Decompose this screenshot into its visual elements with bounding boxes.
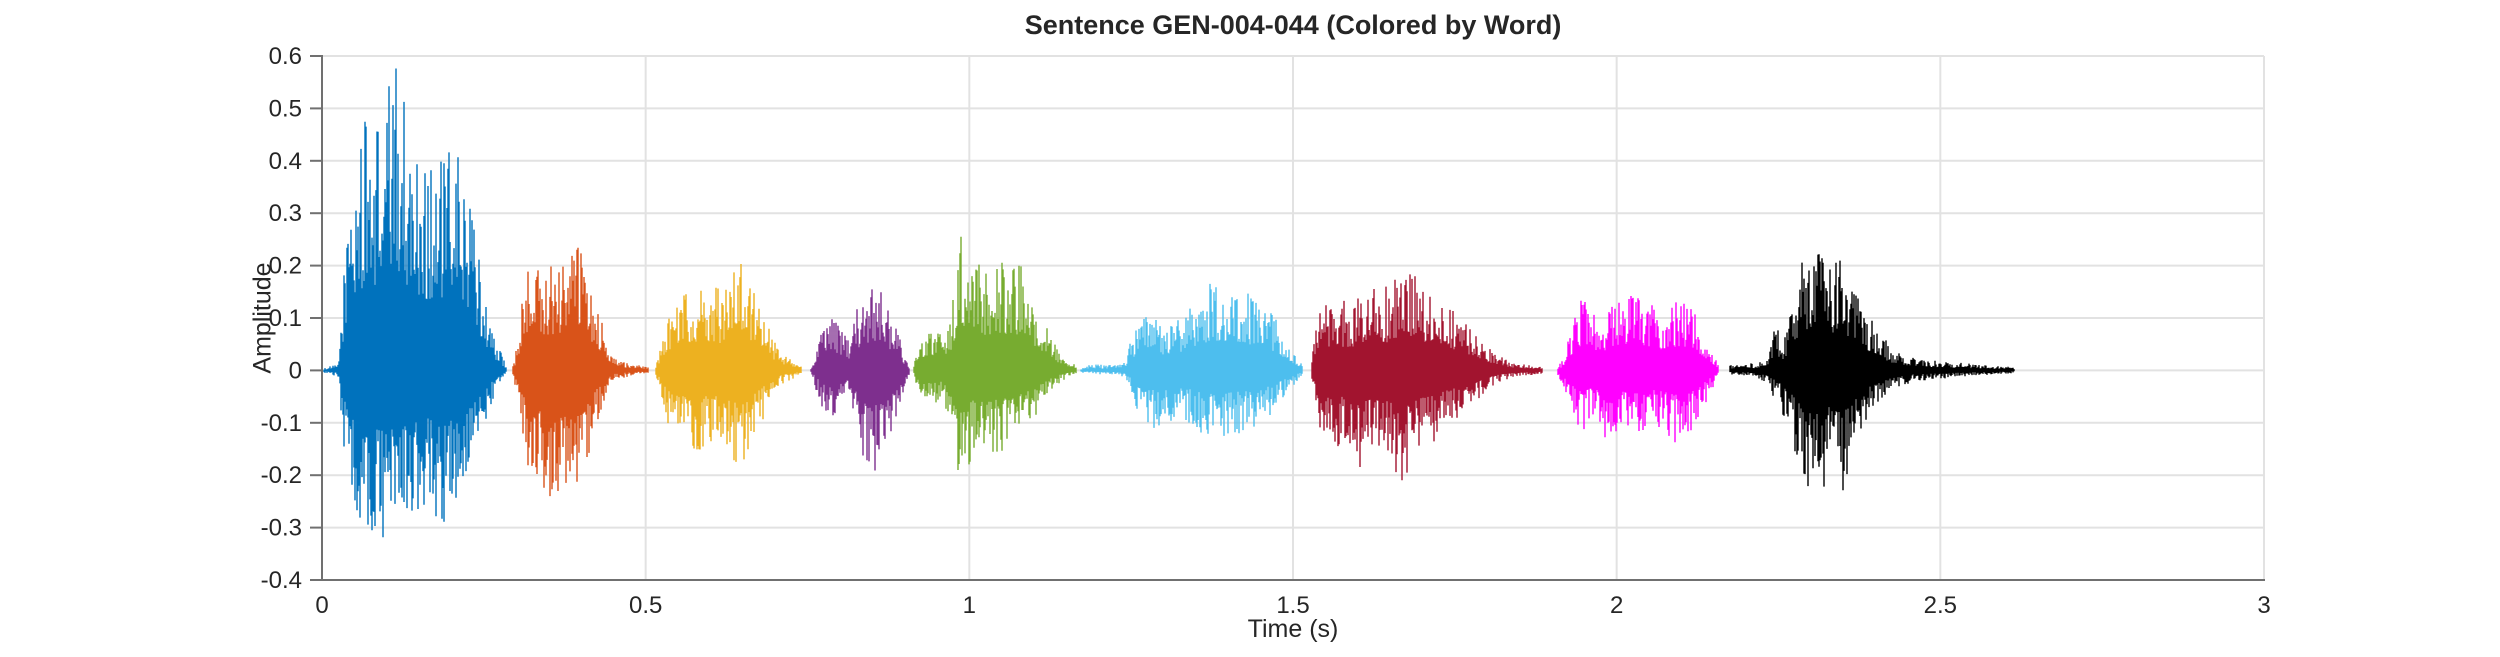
x-tick-label: 1 — [963, 592, 976, 619]
x-tick-label: 0 — [315, 592, 328, 619]
x-tick-label: 2.5 — [1924, 592, 1957, 619]
y-tick-label: 0.3 — [269, 200, 302, 227]
waveform-segment-word-8 — [1557, 296, 1719, 443]
chart-title: Sentence GEN-004-044 (Colored by Word) — [1024, 10, 1562, 40]
x-tick-label: 0.5 — [629, 592, 662, 619]
y-tick-label: 0 — [289, 357, 302, 384]
y-tick-label: 0.4 — [269, 148, 302, 175]
y-tick-label: -0.2 — [261, 462, 302, 489]
waveform-segment-word-9 — [1729, 254, 2015, 491]
waveform-segment-word-6 — [1080, 283, 1303, 436]
x-axis-label: Time (s) — [1247, 615, 1339, 643]
waveform-segment-word-4 — [810, 289, 910, 471]
x-tick-label: 3 — [2257, 592, 2270, 619]
waveform-segment-word-7 — [1311, 274, 1543, 481]
y-tick-label: 0.1 — [269, 305, 302, 332]
waveform-segment-word-3 — [655, 264, 802, 462]
x-tick-label: 2 — [1610, 592, 1623, 619]
y-tick-label: 0.6 — [269, 43, 302, 70]
y-axis-label: Amplitude — [248, 262, 277, 374]
waveform-segment-word-1 — [323, 68, 507, 538]
waveform-segment-word-2 — [512, 247, 649, 497]
x-tick-label: 1.5 — [1276, 592, 1309, 619]
y-tick-label: -0.4 — [261, 567, 302, 594]
y-tick-label: -0.3 — [261, 515, 302, 542]
waveform-segment-word-5 — [913, 236, 1077, 470]
y-tick-label: -0.1 — [261, 410, 302, 437]
y-tick-label: 0.2 — [269, 253, 302, 280]
y-tick-label: 0.5 — [269, 95, 302, 122]
